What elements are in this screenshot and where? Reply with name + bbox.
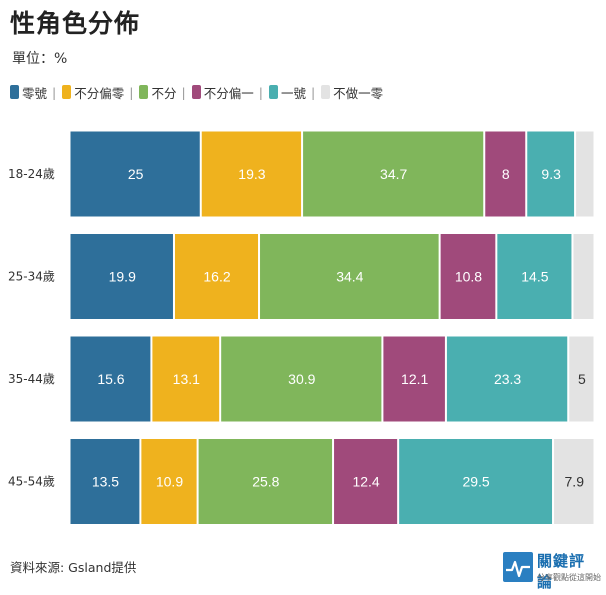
- data-label: 19.9: [109, 269, 136, 285]
- legend-item: 不分偏零: [62, 83, 124, 102]
- publisher-logo: 關鍵評論 分享觀點從這開始: [503, 550, 601, 591]
- data-label: 19.3: [238, 166, 265, 182]
- legend-separator: |: [310, 84, 316, 100]
- legend-label: 不分: [151, 85, 177, 101]
- data-label: 25.8: [252, 474, 279, 490]
- data-label: 13.5: [92, 474, 119, 490]
- bar-segment: [526, 130, 576, 218]
- logo-wordmark: 關鍵評論: [537, 552, 586, 591]
- legend-item: 不做一零: [321, 83, 383, 102]
- bar-segment: [382, 335, 446, 423]
- data-label: 9.3: [541, 166, 561, 182]
- bar-segment: [302, 130, 485, 218]
- data-label: 7.9: [565, 474, 585, 490]
- legend-item: 零號: [10, 83, 47, 102]
- legend-swatch: [321, 85, 331, 99]
- legend-item: 不分: [139, 83, 176, 102]
- bar-segment: [439, 233, 497, 320]
- legend-item: 一號: [268, 83, 306, 102]
- legend-separator: |: [129, 84, 134, 100]
- bar-segment: [151, 335, 221, 423]
- legend-swatch: [191, 85, 201, 99]
- bar-segment: [398, 438, 554, 525]
- data-label: 12.1: [401, 371, 428, 387]
- data-label: 30.9: [288, 371, 315, 387]
- bar-segment: [197, 438, 334, 525]
- category-label: 25-34歲: [8, 270, 55, 284]
- data-label: 10.8: [455, 269, 482, 285]
- bar-segment: [333, 438, 399, 525]
- bar-segment: [575, 130, 595, 218]
- bar-segment: [69, 438, 141, 525]
- unit-label: 單位：%: [12, 51, 68, 67]
- data-label: 16.2: [203, 269, 230, 285]
- legend-label: 不做一零: [333, 85, 384, 101]
- legend-separator: |: [181, 84, 186, 100]
- legend-label: 一號: [280, 85, 306, 101]
- bar-segment: [200, 130, 303, 218]
- category-label: 35-44歲: [8, 372, 55, 386]
- bar-segment: [568, 335, 595, 423]
- data-label: 12.4: [352, 474, 379, 490]
- legend-item: 不分偏一: [191, 83, 254, 102]
- bar-segment: [173, 233, 260, 320]
- data-label: 5: [578, 371, 586, 387]
- category-label: 45-54歲: [8, 475, 55, 489]
- legend-swatch: [10, 85, 19, 99]
- legend-label: 零號: [22, 85, 48, 101]
- category-label: 18-24歲: [8, 167, 55, 181]
- legend-swatch: [268, 85, 278, 99]
- data-label: 14.5: [521, 269, 548, 285]
- legend-swatch: [62, 85, 72, 99]
- legend-separator: |: [52, 84, 57, 100]
- data-label: 29.5: [462, 474, 489, 490]
- data-label: 25: [128, 166, 144, 182]
- bar-segment: [220, 335, 383, 423]
- bar-segment: [445, 335, 569, 423]
- data-label: 34.7: [380, 166, 407, 182]
- legend: 零號 | 不分偏零 | 不分 | 不分偏一 | 一號 | 不做一零: [10, 83, 383, 101]
- legend-separator: |: [258, 84, 263, 100]
- stacked-bar-chart: 18-24歲 25 19.3 34.7 8 9.3 25-34歲 19.9 16.2 34.4 10…: [8, 130, 595, 525]
- bar-segment: [553, 438, 595, 525]
- bar-segment: [69, 233, 174, 320]
- source-note: 資料來源: Gsland提供: [10, 560, 137, 575]
- data-label: 8: [502, 166, 510, 182]
- data-label: 10.9: [156, 474, 183, 490]
- data-label: 23.3: [494, 371, 521, 387]
- bar-segment: [484, 130, 527, 218]
- bar-segment: [69, 335, 152, 423]
- chart-title: 性角色分佈: [10, 9, 141, 38]
- data-label: 34.4: [336, 269, 363, 285]
- bar-segment: [140, 438, 198, 525]
- legend-label: 不分偏一: [203, 85, 254, 101]
- data-label: 15.6: [97, 371, 124, 387]
- legend-label: 不分偏零: [74, 85, 125, 101]
- bar-segment: [259, 233, 440, 320]
- legend-swatch: [139, 85, 149, 99]
- pulse-icon: [506, 560, 530, 578]
- logo-icon: [503, 552, 533, 582]
- data-label: 13.1: [173, 371, 200, 387]
- logo-tagline: 分享觀點從這開始: [537, 573, 601, 582]
- bar-segment: [69, 130, 201, 218]
- bar-segment: [572, 233, 595, 320]
- bar-segment: [496, 233, 573, 320]
